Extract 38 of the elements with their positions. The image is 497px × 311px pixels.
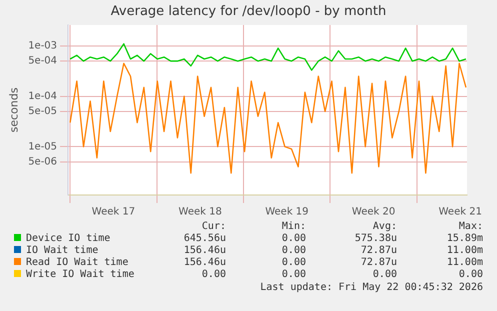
text: Last update: Fri May 22 00:45:32 2026 [260, 282, 483, 293]
y-tick-label: 1e-03 [28, 40, 58, 52]
y-tick-label: 5e-05 [28, 106, 58, 118]
text: 0.00 [282, 245, 306, 257]
text: Cur: [202, 221, 226, 233]
legend-label: Write IO Wait time [25, 269, 134, 281]
text: Max: [458, 221, 483, 233]
chart-title: Average latency for /dev/loop0 - by month [110, 4, 388, 19]
text: 0.00 [282, 269, 306, 281]
text: 156.46u [184, 245, 226, 257]
text: 0.00 [282, 257, 306, 269]
y-tick-label: 1e-04 [28, 90, 58, 102]
text: 645.56u [184, 233, 226, 245]
y-tick-label: 5e-04 [28, 56, 58, 67]
text: 72.87u [360, 257, 397, 269]
x-tick-label: Week 18 [178, 206, 222, 218]
text: 0.00 [282, 233, 306, 245]
y-axis-title: seconds [7, 87, 20, 132]
text: 156.46u [184, 257, 226, 269]
text: 11.00m [446, 245, 483, 257]
y-tick-label: 5e-06 [28, 156, 58, 168]
text: 72.87u [360, 245, 397, 257]
text: 11.00m [446, 257, 483, 269]
text: 0.00 [372, 269, 397, 281]
x-tick-label: Week 21 [438, 206, 482, 218]
legend-label: Read IO Wait time [25, 257, 128, 269]
x-tick-label: Week 17 [92, 206, 136, 218]
text: 0.00 [458, 269, 483, 281]
x-tick-label: Week 19 [265, 206, 309, 218]
legend-label: Device IO time [25, 233, 110, 245]
text: Min: [282, 221, 306, 233]
text: Avg: [372, 221, 397, 233]
text: 15.89m [446, 233, 483, 245]
y-tick-label: 1e-05 [28, 141, 58, 152]
x-tick-label: Week 20 [352, 206, 396, 218]
legend-label: IO Wait time [25, 245, 98, 257]
text: 575.38u [354, 233, 397, 245]
text: 0.00 [202, 269, 226, 281]
